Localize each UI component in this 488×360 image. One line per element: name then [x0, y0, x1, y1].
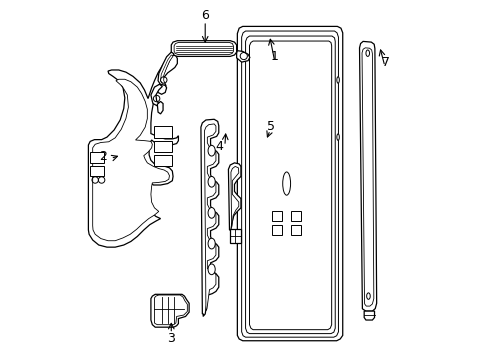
- Bar: [154, 126, 171, 138]
- Ellipse shape: [282, 172, 290, 195]
- Ellipse shape: [207, 238, 215, 249]
- Polygon shape: [241, 31, 338, 337]
- Text: 6: 6: [201, 9, 209, 22]
- Bar: [271, 225, 281, 235]
- Polygon shape: [154, 295, 187, 325]
- Text: 3: 3: [167, 333, 175, 346]
- Polygon shape: [359, 41, 376, 311]
- Polygon shape: [160, 55, 173, 86]
- Ellipse shape: [366, 293, 369, 299]
- Text: 1: 1: [270, 50, 278, 63]
- Polygon shape: [93, 79, 169, 241]
- Polygon shape: [236, 51, 249, 62]
- Ellipse shape: [207, 207, 215, 218]
- Bar: [154, 141, 171, 152]
- Ellipse shape: [207, 176, 215, 187]
- Polygon shape: [174, 42, 233, 55]
- Polygon shape: [158, 52, 174, 89]
- Polygon shape: [171, 41, 236, 57]
- Bar: [290, 211, 300, 221]
- Ellipse shape: [207, 145, 215, 156]
- Polygon shape: [361, 48, 373, 306]
- Bar: [90, 152, 103, 163]
- Text: 4: 4: [215, 140, 223, 153]
- Text: 2: 2: [99, 150, 107, 163]
- Text: 7: 7: [381, 55, 389, 69]
- Ellipse shape: [336, 134, 339, 140]
- Polygon shape: [245, 36, 335, 334]
- Ellipse shape: [365, 50, 369, 57]
- Polygon shape: [237, 26, 342, 341]
- Polygon shape: [157, 102, 163, 114]
- Polygon shape: [364, 311, 374, 320]
- Polygon shape: [230, 229, 241, 243]
- Ellipse shape: [207, 264, 215, 275]
- Polygon shape: [228, 163, 241, 230]
- Polygon shape: [204, 124, 216, 310]
- Polygon shape: [249, 41, 331, 330]
- Bar: [290, 225, 300, 235]
- Polygon shape: [201, 119, 218, 316]
- Ellipse shape: [336, 77, 339, 83]
- Polygon shape: [230, 166, 238, 227]
- Text: 5: 5: [267, 120, 275, 133]
- Bar: [154, 155, 171, 166]
- Bar: [271, 211, 281, 221]
- Polygon shape: [151, 294, 189, 327]
- Polygon shape: [151, 84, 162, 106]
- Polygon shape: [157, 84, 166, 94]
- Polygon shape: [88, 55, 178, 247]
- Bar: [90, 166, 103, 176]
